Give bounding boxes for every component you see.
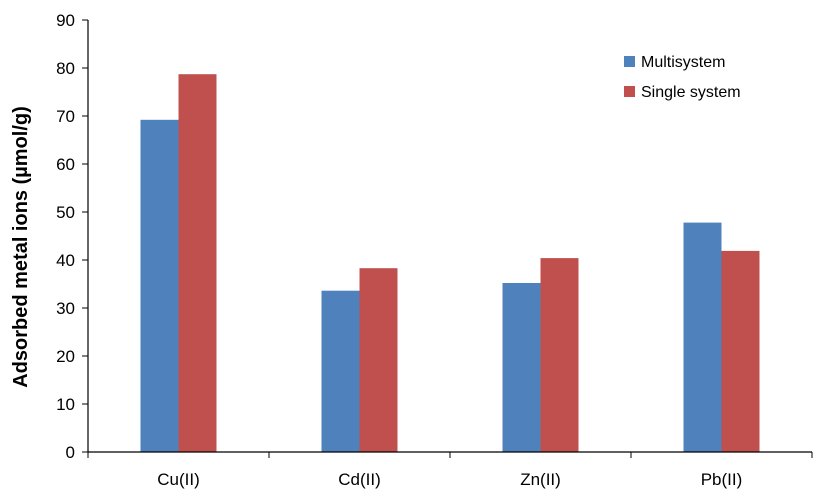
legend-swatch-single-system	[624, 86, 635, 97]
bar-single-system-2	[540, 258, 579, 452]
legend-swatch-multisystem	[624, 56, 635, 67]
y-tick-label: 40	[56, 251, 75, 270]
y-tick-label: 80	[56, 59, 75, 78]
x-tick-label: Pb(II)	[701, 470, 743, 489]
bar-multisystem-0	[140, 119, 179, 453]
plot-area	[140, 74, 760, 453]
bar-single-system-1	[359, 268, 398, 452]
x-tick-label: Cu(II)	[157, 470, 200, 489]
bar-multisystem-1	[321, 290, 360, 452]
y-tick-label: 60	[56, 155, 75, 174]
y-tick-label: 20	[56, 347, 75, 366]
y-tick-label: 50	[56, 203, 75, 222]
bar-multisystem-3	[683, 222, 722, 452]
x-tick-label: Cd(II)	[338, 470, 381, 489]
x-tick-label: Zn(II)	[520, 470, 561, 489]
y-tick-label: 90	[56, 11, 75, 30]
legend-label-multisystem: Multisystem	[641, 54, 725, 71]
y-tick-label: 30	[56, 299, 75, 318]
bar-single-system-0	[178, 74, 217, 452]
y-tick-label: 10	[56, 395, 75, 414]
legend: Multisystem Single system	[624, 54, 741, 101]
bar-single-system-3	[721, 250, 760, 452]
y-tick-label: 70	[56, 107, 75, 126]
y-tick-label: 0	[66, 443, 75, 462]
legend-label-single-system: Single system	[641, 84, 741, 101]
y-axis-label: Adsorbed metal ions (µmol/g)	[10, 106, 32, 388]
axes: Cu(II) Cd(II) Zn(II) Pb(II) 0 10 20 30 40 50 60 70 8…	[56, 11, 813, 489]
bar-multisystem-2	[502, 283, 541, 452]
